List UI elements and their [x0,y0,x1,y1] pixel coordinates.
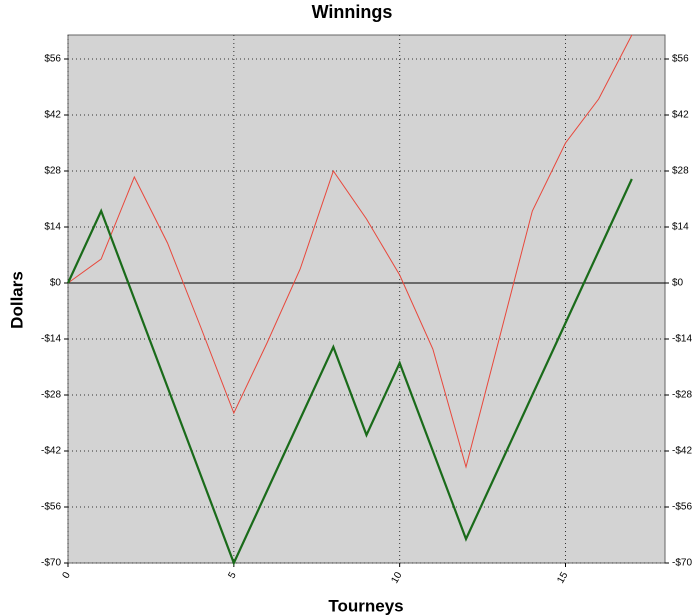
y-tick-label: $14 [44,222,61,233]
y-tick-label: -$56 [41,502,61,513]
x-tick-label: 0 [61,570,74,581]
x-tick-label: 5 [226,570,239,581]
x-tick-label: 15 [555,570,570,586]
chart-title: Winnings [312,2,393,22]
y-tick-label: $42 [44,110,61,121]
y-tick-label-right: -$28 [672,390,692,401]
series-line [67,178,633,566]
y-tick-label-right: $42 [672,110,689,121]
y-tick-label-right: $14 [672,222,689,233]
y-tick-label: $28 [44,166,61,177]
y-tick-label-right: $0 [672,278,684,289]
series-line [67,34,633,469]
x-tick-label: 10 [389,570,404,586]
y-tick-label: -$42 [41,446,61,457]
y-tick-label: $0 [50,278,62,289]
y-tick-label-right: $28 [672,166,689,177]
y-tick-label-right: -$56 [672,502,692,513]
y-tick-label: -$14 [41,334,61,345]
y-tick-label-right: -$14 [672,334,692,345]
y-tick-label-right: -$42 [672,446,692,457]
y-tick-label-right: -$70 [672,558,692,569]
y-axis-label: Dollars [7,271,26,329]
y-tick-label: -$70 [41,558,61,569]
y-tick-label-right: $56 [672,54,689,65]
y-tick-label: $56 [44,54,61,65]
x-axis-label: Tourneys [328,596,403,615]
y-tick-label: -$28 [41,390,61,401]
